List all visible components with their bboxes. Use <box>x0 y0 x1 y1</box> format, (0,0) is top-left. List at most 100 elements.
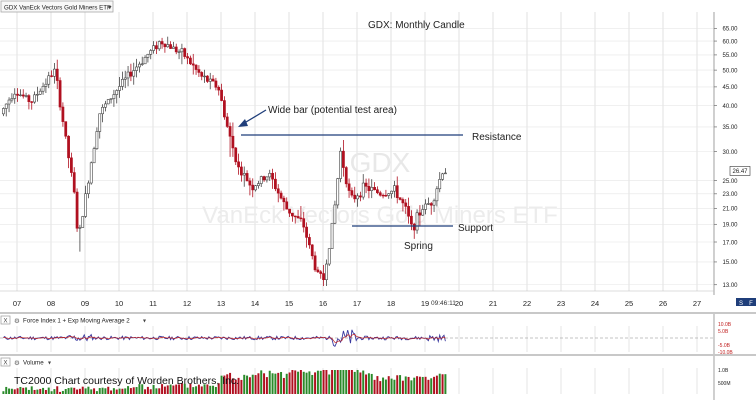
volume-bar <box>36 389 39 394</box>
candle-body <box>361 182 365 198</box>
candle-body <box>61 106 65 122</box>
candle-body <box>248 180 252 186</box>
y-tick-label: 60.00 <box>722 39 738 45</box>
volume-bar <box>404 376 407 394</box>
x-tick-label: 21 <box>489 299 497 308</box>
candle-body <box>271 172 274 180</box>
volume-close-button[interactable] <box>0 357 11 367</box>
x-tick-label: 25 <box>625 299 633 308</box>
volume-bar <box>93 388 96 394</box>
candle-body <box>7 99 11 105</box>
volume-bar <box>180 383 183 394</box>
candle-body <box>387 193 391 196</box>
scale-toggle-s[interactable] <box>736 298 746 306</box>
candle-body <box>41 86 45 92</box>
candle-body <box>268 172 272 178</box>
volume-header: X ⚙ Volume ▾ <box>0 357 51 367</box>
candle-body <box>33 94 36 103</box>
y-tick-label: 15.00 <box>722 260 738 266</box>
volume-bar <box>47 387 50 394</box>
scale-toggle-f[interactable] <box>746 298 756 306</box>
candle-body <box>143 56 147 65</box>
volume-bar <box>5 386 8 394</box>
candle-body <box>435 188 439 202</box>
candle-body <box>305 226 308 238</box>
volume-bar <box>121 388 124 394</box>
volume-bar <box>127 386 130 394</box>
candle-body <box>398 197 402 200</box>
volume-bar <box>277 372 280 394</box>
candle-body <box>191 63 195 66</box>
x-tick-label: 17 <box>353 299 361 308</box>
x-tick-label: 12 <box>183 299 191 308</box>
volume-bar <box>373 379 376 394</box>
candle-body <box>132 70 136 77</box>
symbol-selector[interactable]: GDX VanEck Vectors Gold Miners ETF ▾ <box>0 0 114 13</box>
force-close-button[interactable] <box>0 315 11 325</box>
candle-body <box>418 212 422 216</box>
volume-bar <box>308 371 311 394</box>
volume-bar <box>260 370 263 394</box>
chevron-down-icon[interactable]: ▾ <box>48 361 51 367</box>
candle-body <box>183 48 187 57</box>
volume-bar <box>84 388 87 394</box>
candle-body <box>112 94 116 99</box>
candle-body <box>444 172 447 175</box>
volume-bar <box>362 370 365 394</box>
volume-bar <box>10 388 13 394</box>
candle-body <box>206 75 209 82</box>
candle-body <box>364 182 368 187</box>
candle-body <box>319 271 323 274</box>
candle-body <box>384 194 388 197</box>
volume-bar <box>348 370 351 394</box>
candle-body <box>223 100 226 118</box>
volume-bar <box>418 376 421 394</box>
volume-bar <box>325 370 328 394</box>
candle-body <box>92 148 96 164</box>
force-tick-label: 10.0B <box>718 322 732 328</box>
volume-bar <box>178 384 181 394</box>
gear-icon[interactable]: ⚙ <box>14 359 20 367</box>
volume-bar <box>30 386 33 394</box>
candle-body <box>395 185 399 199</box>
candle-body <box>24 95 28 97</box>
candle-body <box>169 44 172 49</box>
volume-bar <box>33 389 36 394</box>
candle-body <box>36 94 39 96</box>
volume-bar <box>175 384 178 394</box>
wide-bar-label: Wide bar (potential test area) <box>268 105 397 116</box>
volume-bar <box>138 384 141 394</box>
candle-body <box>279 192 283 199</box>
force-index-label: Force Index 1 + Exp Moving Average 2 <box>23 318 130 325</box>
volume-bar <box>132 387 135 394</box>
candle-body <box>220 89 223 101</box>
candle-body <box>432 200 436 206</box>
gear-icon[interactable]: ⚙ <box>14 317 20 325</box>
volume-bar <box>76 389 79 394</box>
last-price-tag: 26.47 <box>729 166 751 176</box>
volume-bar <box>367 373 370 394</box>
volume-bar <box>345 370 348 394</box>
candle-body <box>129 71 133 77</box>
watermark-symbol: GDX <box>350 147 411 178</box>
candle-body <box>217 86 221 91</box>
svg-text:26.47: 26.47 <box>732 169 748 175</box>
svg-text:X: X <box>3 319 7 325</box>
price-panel <box>0 0 756 312</box>
volume-bar <box>435 375 438 394</box>
volume-bar <box>124 388 127 394</box>
volume-bar <box>251 374 254 394</box>
volume-bar <box>53 389 56 394</box>
chevron-down-icon[interactable]: ▾ <box>143 319 146 325</box>
volume-bar <box>144 389 147 394</box>
volume-bar <box>118 388 121 394</box>
volume-bar <box>104 388 107 394</box>
candles <box>2 36 447 286</box>
candle-body <box>407 206 410 217</box>
volume-bar <box>274 373 277 394</box>
x-tick-label: 16 <box>319 299 327 308</box>
candle-body <box>58 80 62 108</box>
candle-body <box>180 48 184 53</box>
candle-body <box>412 223 416 231</box>
candle-body <box>174 46 178 53</box>
